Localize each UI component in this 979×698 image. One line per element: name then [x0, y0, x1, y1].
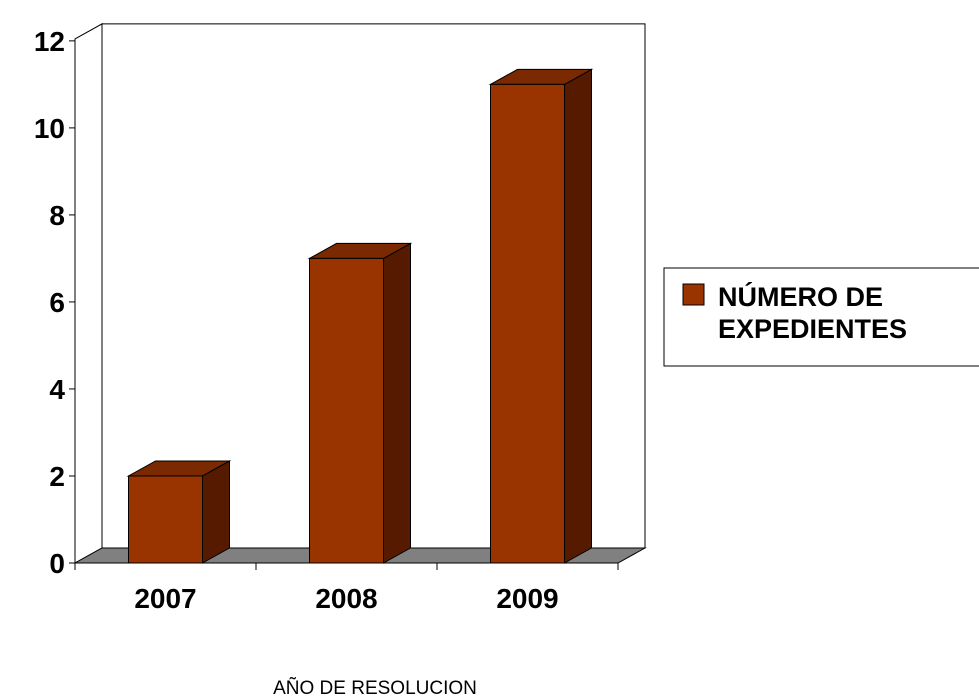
y-tick-label: 4: [49, 374, 65, 405]
bar-2009: [488, 68, 594, 564]
y-tick-label: 12: [34, 26, 65, 57]
legend: NÚMERO DE EXPEDIENTES: [663, 267, 979, 367]
x-tick-label: 2007: [134, 583, 196, 614]
bar-side: [202, 460, 230, 564]
bar-side: [383, 242, 411, 564]
x-axis-label: AÑO DE RESOLUCION: [273, 677, 477, 698]
y-tick-label: 0: [49, 548, 65, 579]
left-wall: [74, 23, 103, 564]
bars: [126, 68, 594, 564]
x-tick-labels: 2007 2008 2009: [134, 583, 558, 614]
y-tick-labels: 0 2 4 6 8 10 12: [34, 26, 66, 579]
bar-front: [309, 257, 384, 564]
y-tick-label: 10: [34, 113, 65, 144]
y-tick-label: 8: [49, 200, 65, 231]
bar-side: [564, 68, 592, 564]
bar-2008: [307, 242, 413, 564]
y-tick-label: 6: [49, 287, 65, 318]
x-tick-label: 2008: [315, 583, 377, 614]
y-tick-label: 2: [49, 461, 65, 492]
legend-label-line-2: EXPEDIENTES: [718, 314, 907, 344]
legend-label-line-1: NÚMERO DE: [718, 281, 883, 312]
bar-2007: [126, 460, 232, 564]
legend-swatch: [682, 283, 705, 306]
bar-front: [128, 475, 203, 564]
bar-front: [490, 83, 565, 564]
legend-box: [663, 267, 979, 367]
x-tick-label: 2009: [496, 583, 558, 614]
